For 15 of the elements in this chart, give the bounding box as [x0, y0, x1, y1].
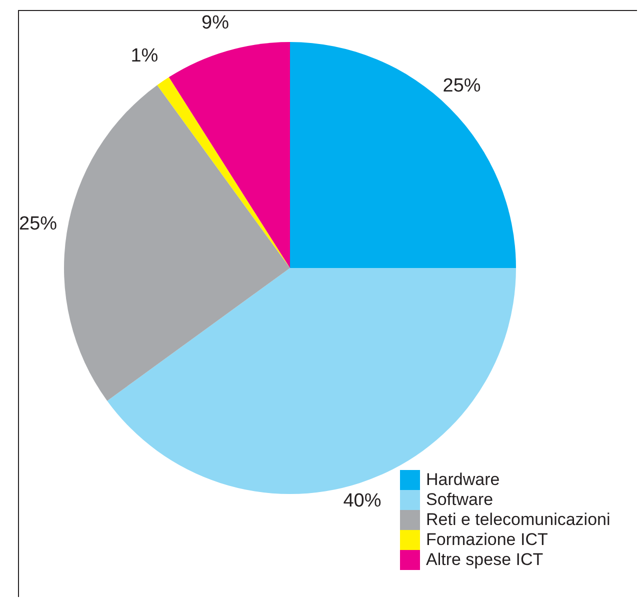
- pie-slice: [107, 268, 516, 494]
- pie-slice: [64, 85, 290, 401]
- data-label: 9%: [202, 12, 230, 34]
- legend-label: Formazione ICT: [426, 530, 548, 550]
- pie-slice: [290, 42, 516, 268]
- data-label: 25%: [19, 213, 58, 234]
- legend-label: Hardware: [426, 470, 500, 490]
- data-label: 1%: [130, 46, 158, 67]
- data-label: 40%: [343, 490, 382, 512]
- data-label: 25%: [442, 76, 481, 97]
- legend-label: Reti e telecomunicazioni: [426, 510, 610, 530]
- pie-slice: [157, 77, 290, 268]
- pie-slice: [168, 42, 290, 268]
- legend-label: Altre spese ICT: [426, 550, 544, 570]
- legend-label: Software: [426, 490, 494, 510]
